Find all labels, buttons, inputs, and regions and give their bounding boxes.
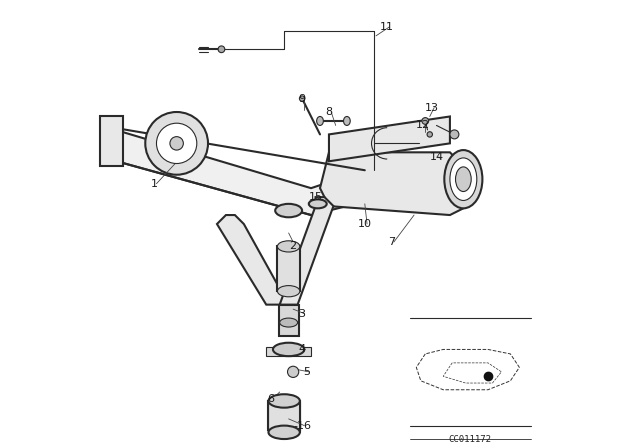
Ellipse shape bbox=[300, 96, 305, 101]
Text: 12: 12 bbox=[416, 121, 430, 130]
Ellipse shape bbox=[273, 343, 305, 356]
Text: 6: 6 bbox=[268, 394, 274, 404]
Text: 7: 7 bbox=[388, 237, 396, 247]
Polygon shape bbox=[329, 116, 450, 161]
Ellipse shape bbox=[145, 112, 208, 175]
Ellipse shape bbox=[170, 137, 184, 150]
Text: 9: 9 bbox=[298, 94, 306, 103]
Ellipse shape bbox=[422, 118, 429, 125]
Text: 4: 4 bbox=[298, 345, 306, 354]
Bar bbox=[278, 246, 300, 291]
Ellipse shape bbox=[427, 132, 433, 137]
Ellipse shape bbox=[450, 130, 459, 139]
Text: 5: 5 bbox=[303, 367, 310, 377]
Text: 3: 3 bbox=[299, 309, 305, 319]
Ellipse shape bbox=[278, 241, 300, 252]
Text: 13: 13 bbox=[425, 103, 439, 112]
Text: CC011172: CC011172 bbox=[449, 435, 492, 444]
Ellipse shape bbox=[309, 199, 327, 208]
Ellipse shape bbox=[344, 116, 350, 125]
Ellipse shape bbox=[218, 46, 225, 53]
Polygon shape bbox=[266, 347, 311, 356]
Ellipse shape bbox=[275, 204, 302, 217]
Text: 11: 11 bbox=[380, 22, 394, 32]
Polygon shape bbox=[217, 215, 289, 305]
Text: 2: 2 bbox=[289, 241, 297, 251]
Ellipse shape bbox=[287, 366, 299, 377]
Ellipse shape bbox=[278, 286, 300, 297]
Polygon shape bbox=[280, 197, 333, 305]
Ellipse shape bbox=[450, 158, 477, 201]
Ellipse shape bbox=[456, 167, 471, 192]
Ellipse shape bbox=[280, 318, 298, 327]
Text: 14: 14 bbox=[429, 152, 444, 162]
Text: 1: 1 bbox=[151, 179, 157, 189]
Ellipse shape bbox=[317, 116, 323, 125]
Ellipse shape bbox=[269, 394, 300, 408]
Ellipse shape bbox=[157, 123, 197, 164]
Bar bbox=[269, 401, 300, 430]
Text: -16: -16 bbox=[293, 421, 311, 431]
Text: 15: 15 bbox=[308, 192, 323, 202]
Text: 10: 10 bbox=[358, 219, 372, 229]
Bar bbox=[279, 305, 299, 336]
Polygon shape bbox=[100, 125, 365, 215]
Ellipse shape bbox=[269, 426, 300, 439]
Text: 8: 8 bbox=[325, 107, 333, 117]
Polygon shape bbox=[320, 152, 468, 215]
Polygon shape bbox=[100, 116, 123, 166]
Ellipse shape bbox=[444, 150, 483, 208]
